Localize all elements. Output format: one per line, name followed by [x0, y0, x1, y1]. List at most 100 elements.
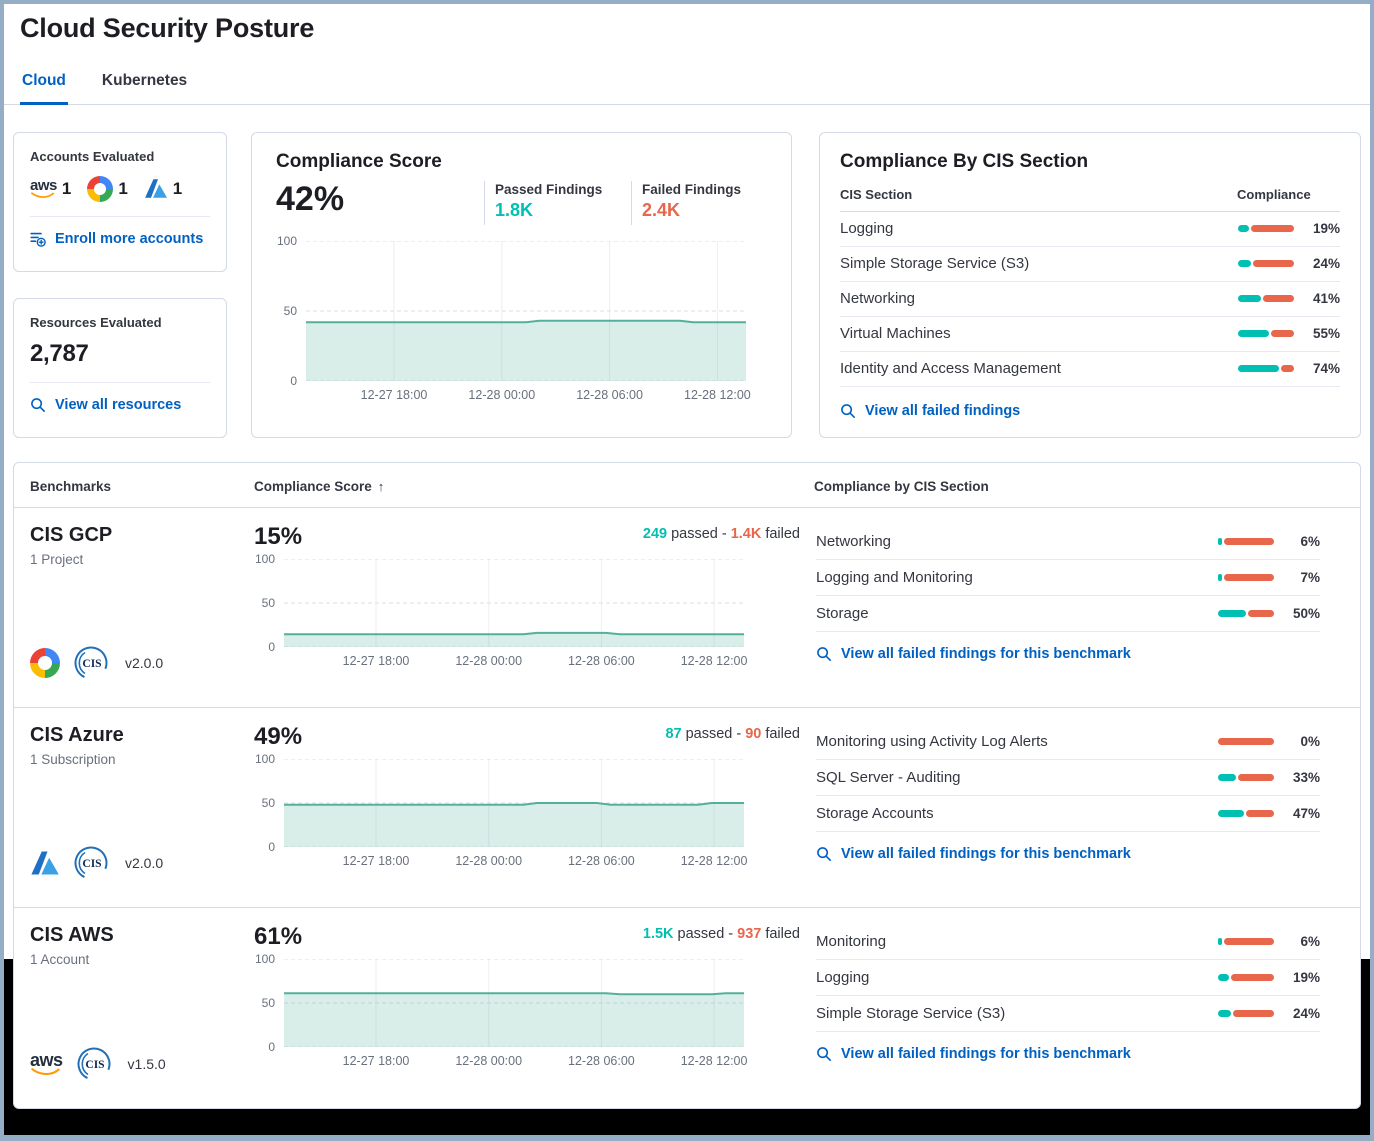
magnifier-icon: [817, 1046, 831, 1061]
cis-section-name: Monitoring using Activity Log Alerts: [816, 732, 1048, 750]
compliance-bar: [1238, 330, 1294, 338]
magnifier-icon: [31, 397, 45, 412]
column-header-benchmarks: Benchmarks: [30, 478, 112, 494]
aws-logo-icon: aws: [30, 178, 57, 199]
benchmarks-table-header: Benchmarks Compliance Score ↑ Compliance …: [14, 463, 1360, 508]
view-failed-findings-benchmark-link[interactable]: View all failed findings for this benchm…: [816, 646, 1320, 662]
magnifier-icon: [817, 846, 831, 861]
tab-kubernetes[interactable]: Kubernetes: [101, 71, 188, 89]
compliance-percent: 33%: [1292, 769, 1320, 785]
enroll-link-label: Enroll more accounts: [55, 230, 204, 247]
benchmark-name: CIS Azure: [30, 723, 124, 746]
resources-card-title: Resources Evaluated: [30, 314, 162, 330]
benchmark-score: 49%: [254, 722, 303, 750]
compliance-bar: [1218, 737, 1274, 745]
compliance-score-trend-chart: 0 50 100 12-27 18:00 12-28 00:00 12-28 06:00 1…: [276, 233, 751, 402]
compliance-bar: [1238, 260, 1294, 268]
table-row: Storage Accounts 47%: [816, 796, 1320, 832]
gcp-logo-icon: [87, 175, 114, 202]
view-failed-findings-benchmark-link[interactable]: View all failed findings for this benchm…: [816, 846, 1320, 862]
benchmark-subtitle: 1 Account: [30, 951, 90, 967]
compliance-percent: 24%: [1312, 256, 1340, 272]
azure-account-count: 1: [144, 178, 182, 199]
compliance-percent: 6%: [1300, 533, 1320, 549]
failed-findings-stat: Failed Findings 2.4K: [631, 180, 742, 225]
view-all-resources-link[interactable]: View all resources: [30, 397, 210, 413]
aws-logo-icon: aws: [30, 1051, 63, 1076]
compliance-percent: 0%: [1300, 733, 1320, 749]
tab-cloud[interactable]: Cloud: [20, 72, 68, 105]
divider: [30, 381, 210, 383]
table-row: Virtual Machines 55%: [840, 317, 1340, 352]
table-row: Monitoring using Activity Log Alerts 0%: [816, 724, 1320, 760]
benchmark-row-cis-gcp: CIS GCP 1 Project CIS v2.0.0 15% 24: [14, 508, 1360, 708]
accounts-card-title: Accounts Evaluated: [30, 148, 155, 164]
aws-account-count: aws 1: [30, 177, 72, 199]
benchmark-name: CIS AWS: [30, 923, 114, 946]
compliance-bar: [1238, 225, 1294, 233]
cis-logo-icon: CIS: [76, 1046, 112, 1082]
compliance-percent: 50%: [1292, 605, 1320, 621]
cis-section-name: Virtual Machines: [840, 325, 951, 343]
passed-findings-stat: Passed Findings 1.8K: [484, 180, 631, 225]
enroll-more-accounts-link[interactable]: Enroll more accounts: [30, 231, 210, 247]
compliance-bar: [1218, 573, 1274, 581]
table-row: Simple Storage Service (S3) 24%: [840, 247, 1340, 282]
cis-section-table: CIS Section Compliance Logging 19% Simpl…: [840, 187, 1340, 387]
view-failed-findings-benchmark-link[interactable]: View all failed findings for this benchm…: [816, 1046, 1320, 1062]
table-row: Networking 6%: [816, 524, 1320, 560]
compliance-percent: 47%: [1292, 805, 1320, 821]
benchmark-version: v1.5.0: [127, 1055, 166, 1072]
table-row: Logging and Monitoring 7%: [816, 560, 1320, 596]
benchmark-score: 15%: [254, 522, 303, 550]
table-row: Monitoring 6%: [816, 924, 1320, 960]
failed-findings-label: Failed Findings: [642, 181, 742, 197]
cis-gcp-trend-chart: 0 50 100 12-27 18:00 12-28 00:00 12-28 06:00 1…: [254, 551, 748, 668]
cis-section-card-title: Compliance By CIS Section: [840, 150, 1089, 172]
gcp-account-count: 1: [87, 175, 128, 202]
view-all-failed-findings-link[interactable]: View all failed findings: [840, 403, 1340, 419]
view-failed-findings-label: View all failed findings for this benchm…: [841, 645, 1131, 662]
compliance-percent: 19%: [1292, 969, 1320, 985]
table-row: Logging 19%: [816, 960, 1320, 996]
table-row: Logging 19%: [840, 212, 1340, 247]
compliance-bar: [1218, 773, 1274, 781]
svg-text:CIS: CIS: [85, 1059, 104, 1071]
table-row: Networking 41%: [840, 282, 1340, 317]
azure-logo-icon: [144, 178, 168, 199]
passed-findings-label: Passed Findings: [495, 181, 603, 197]
compliance-percent: 6%: [1300, 933, 1320, 949]
compliance-bar: [1218, 973, 1274, 981]
summary-section: Accounts Evaluated aws 1 1: [13, 131, 1361, 438]
table-row: Identity and Access Management 74%: [840, 352, 1340, 387]
view-failed-findings-label: View all failed findings: [865, 402, 1021, 419]
gcp-logo-icon: [30, 647, 60, 678]
overall-score-value: 42%: [276, 179, 345, 218]
list-add-icon: [30, 232, 46, 247]
passed-failed-summary: 87 passed - 90 failed: [665, 725, 800, 742]
benchmark-subtitle: 1 Project: [30, 551, 84, 567]
benchmark-row-cis-azure: CIS Azure 1 Subscription CIS v2.0.0: [14, 708, 1360, 908]
cis-section-name: Identity and Access Management: [840, 360, 1061, 378]
benchmarks-table: Benchmarks Compliance Score ↑ Compliance …: [13, 461, 1361, 1109]
divider: [30, 215, 210, 217]
view-failed-findings-label: View all failed findings for this benchm…: [841, 1045, 1131, 1062]
cis-section-name: Networking: [816, 532, 892, 550]
cis-section-name: Logging: [840, 220, 894, 238]
cis-section-name: Logging and Monitoring: [816, 568, 973, 586]
accounts-evaluated-card: Accounts Evaluated aws 1 1: [13, 131, 227, 272]
svg-text:CIS: CIS: [82, 858, 101, 870]
cis-logo-icon: CIS: [73, 845, 109, 881]
column-header-compliance-score[interactable]: Compliance Score ↑: [254, 478, 385, 494]
benchmark-version: v2.0.0: [125, 854, 164, 871]
compliance-percent: 41%: [1312, 291, 1340, 307]
cis-section-name: Monitoring: [816, 932, 887, 950]
svg-text:CIS: CIS: [82, 658, 101, 670]
cis-aws-trend-chart: 0 50 100 12-27 18:00 12-28 00:00 12-28 06:00 1…: [254, 951, 748, 1068]
compliance-score-card: Compliance Score 42% Passed Findings 1.8…: [251, 131, 792, 438]
cis-azure-trend-chart: 0 50 100 12-27 18:00 12-28 00:00 12-28 06:00 1…: [254, 751, 748, 868]
page-title: Cloud Security Posture: [20, 13, 315, 43]
column-header-compliance: Compliance: [1237, 186, 1311, 202]
cis-section-name: Logging: [816, 968, 870, 986]
